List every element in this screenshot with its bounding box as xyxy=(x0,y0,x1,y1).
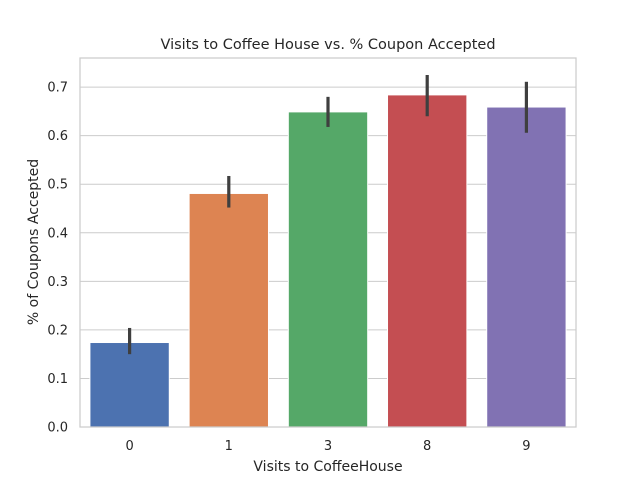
x-tick-label: 0 xyxy=(125,439,133,454)
plot-frame xyxy=(79,57,577,428)
y-tick-labels: 0.0 0.1 0.2 0.3 0.4 0.5 0.6 0.7 xyxy=(47,81,68,436)
bar-8 xyxy=(387,94,468,428)
y-tick-label: 0.7 xyxy=(47,81,68,96)
bars xyxy=(89,94,567,428)
x-tick-label: 9 xyxy=(522,439,530,454)
bar-1 xyxy=(188,192,269,428)
x-tick-label: 3 xyxy=(324,439,332,454)
y-tick-label: 0.6 xyxy=(47,129,68,144)
bar-0 xyxy=(89,342,170,428)
y-axis-label: % of Coupons Accepted xyxy=(26,159,42,325)
bar-9 xyxy=(486,106,567,428)
y-tick-label: 0.2 xyxy=(47,323,68,338)
chart-title: Visits to Coffee House vs. % Coupon Acce… xyxy=(160,37,495,53)
y-tick-label: 0.0 xyxy=(47,421,68,436)
error-bars xyxy=(128,74,529,355)
y-tick-label: 0.5 xyxy=(47,178,68,193)
x-tick-label: 1 xyxy=(225,439,233,454)
x-tick-labels: 0 1 3 8 9 xyxy=(125,439,530,454)
y-tick-label: 0.4 xyxy=(47,226,68,241)
x-tick-label: 8 xyxy=(423,439,431,454)
bar-3 xyxy=(287,111,369,428)
y-tick-label: 0.3 xyxy=(47,275,68,290)
x-axis-label: Visits to CoffeeHouse xyxy=(253,459,402,475)
y-tick-label: 0.1 xyxy=(47,372,68,387)
